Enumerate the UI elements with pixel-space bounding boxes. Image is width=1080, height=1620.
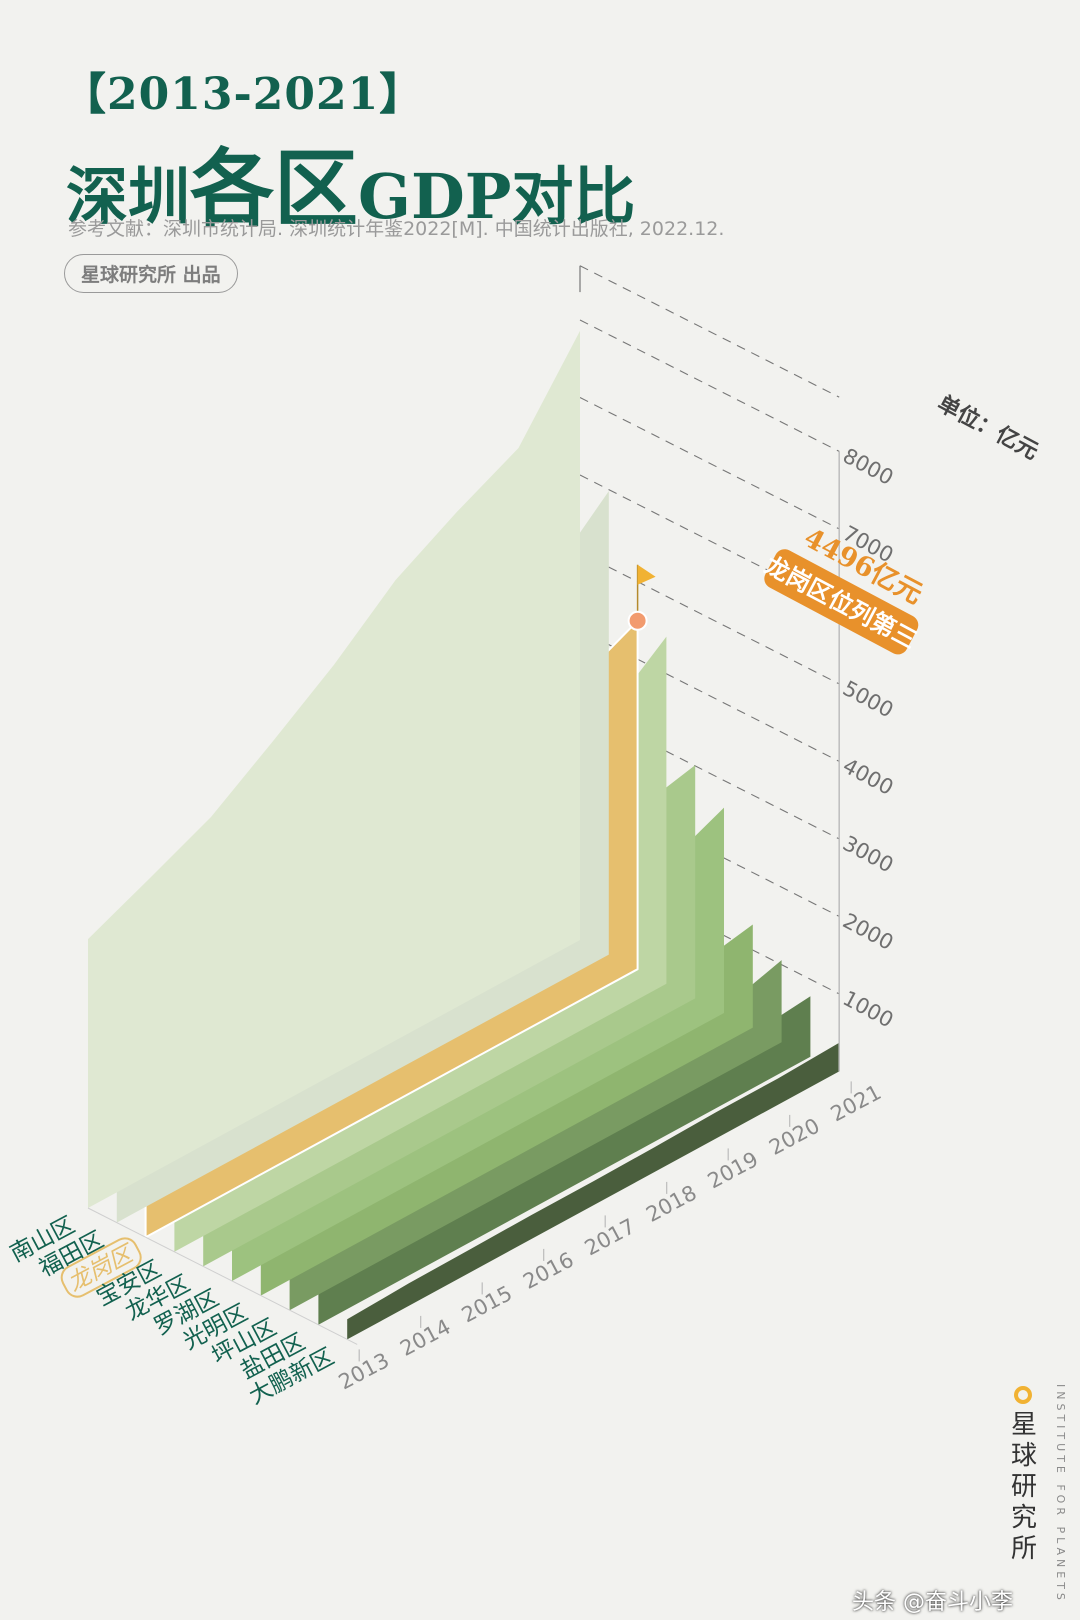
district-area-10 <box>347 1042 840 1340</box>
y-gridline <box>579 397 840 530</box>
x-tick-label: 2020 <box>765 1114 823 1160</box>
x-tick-label: 2017 <box>581 1214 639 1260</box>
publisher-badge: 星球研究所 出品 <box>64 254 238 293</box>
y-tick-label: 8000 <box>839 444 897 490</box>
source-citation: 参考文献：深圳市统计局. 深圳统计年鉴2022[M]. 中国统计出版社, 202… <box>68 218 725 240</box>
header: 【2013-2021】 深圳各区GDP对比 参考文献：深圳市统计局. 深圳统计年… <box>0 0 1080 320</box>
x-tick-label: 2014 <box>396 1315 454 1361</box>
title-city: 深圳 <box>66 160 191 233</box>
x-tick-label: 2019 <box>704 1147 762 1193</box>
x-tick-label: 2018 <box>642 1181 700 1227</box>
y-gridline <box>579 552 840 685</box>
chart-layers <box>88 330 840 1340</box>
x-tick-label: 2015 <box>458 1281 516 1327</box>
depth-axis-line <box>87 1207 358 1345</box>
watermark: 头条 @奋斗小李 <box>852 1590 1013 1615</box>
x-tick-label: 2013 <box>335 1348 393 1394</box>
y-tick-label: 3000 <box>839 831 897 877</box>
y-gridline <box>579 265 840 398</box>
y-tick-label: 5000 <box>839 676 897 722</box>
brand-english: INSTITUTE FOR PLANETS <box>1054 1384 1067 1604</box>
y-tick-label: 1000 <box>839 986 897 1032</box>
x-tick-label: 2016 <box>519 1248 577 1294</box>
brand-logo-icon <box>1014 1386 1032 1404</box>
y-tick-label: 2000 <box>839 909 897 955</box>
title-gdp: GDP对比 <box>358 160 636 233</box>
y-gridline <box>579 319 840 452</box>
highlight-district-badge <box>60 1237 142 1298</box>
brand-name: 星球研究所 <box>1010 1410 1037 1564</box>
title-districts: 各区 <box>190 139 359 238</box>
page-title: 深圳各区GDP对比 <box>66 122 635 243</box>
highlight-point <box>627 610 648 631</box>
x-tick-label: 2021 <box>827 1080 885 1126</box>
annotation-box <box>764 549 919 655</box>
year-range-title: 【2013-2021】 <box>62 69 425 120</box>
flag-icon <box>637 564 656 585</box>
y-tick-label: 4000 <box>839 754 897 800</box>
district-area-1 <box>88 330 580 1208</box>
unit-label: 单位：亿元 <box>933 390 1042 465</box>
